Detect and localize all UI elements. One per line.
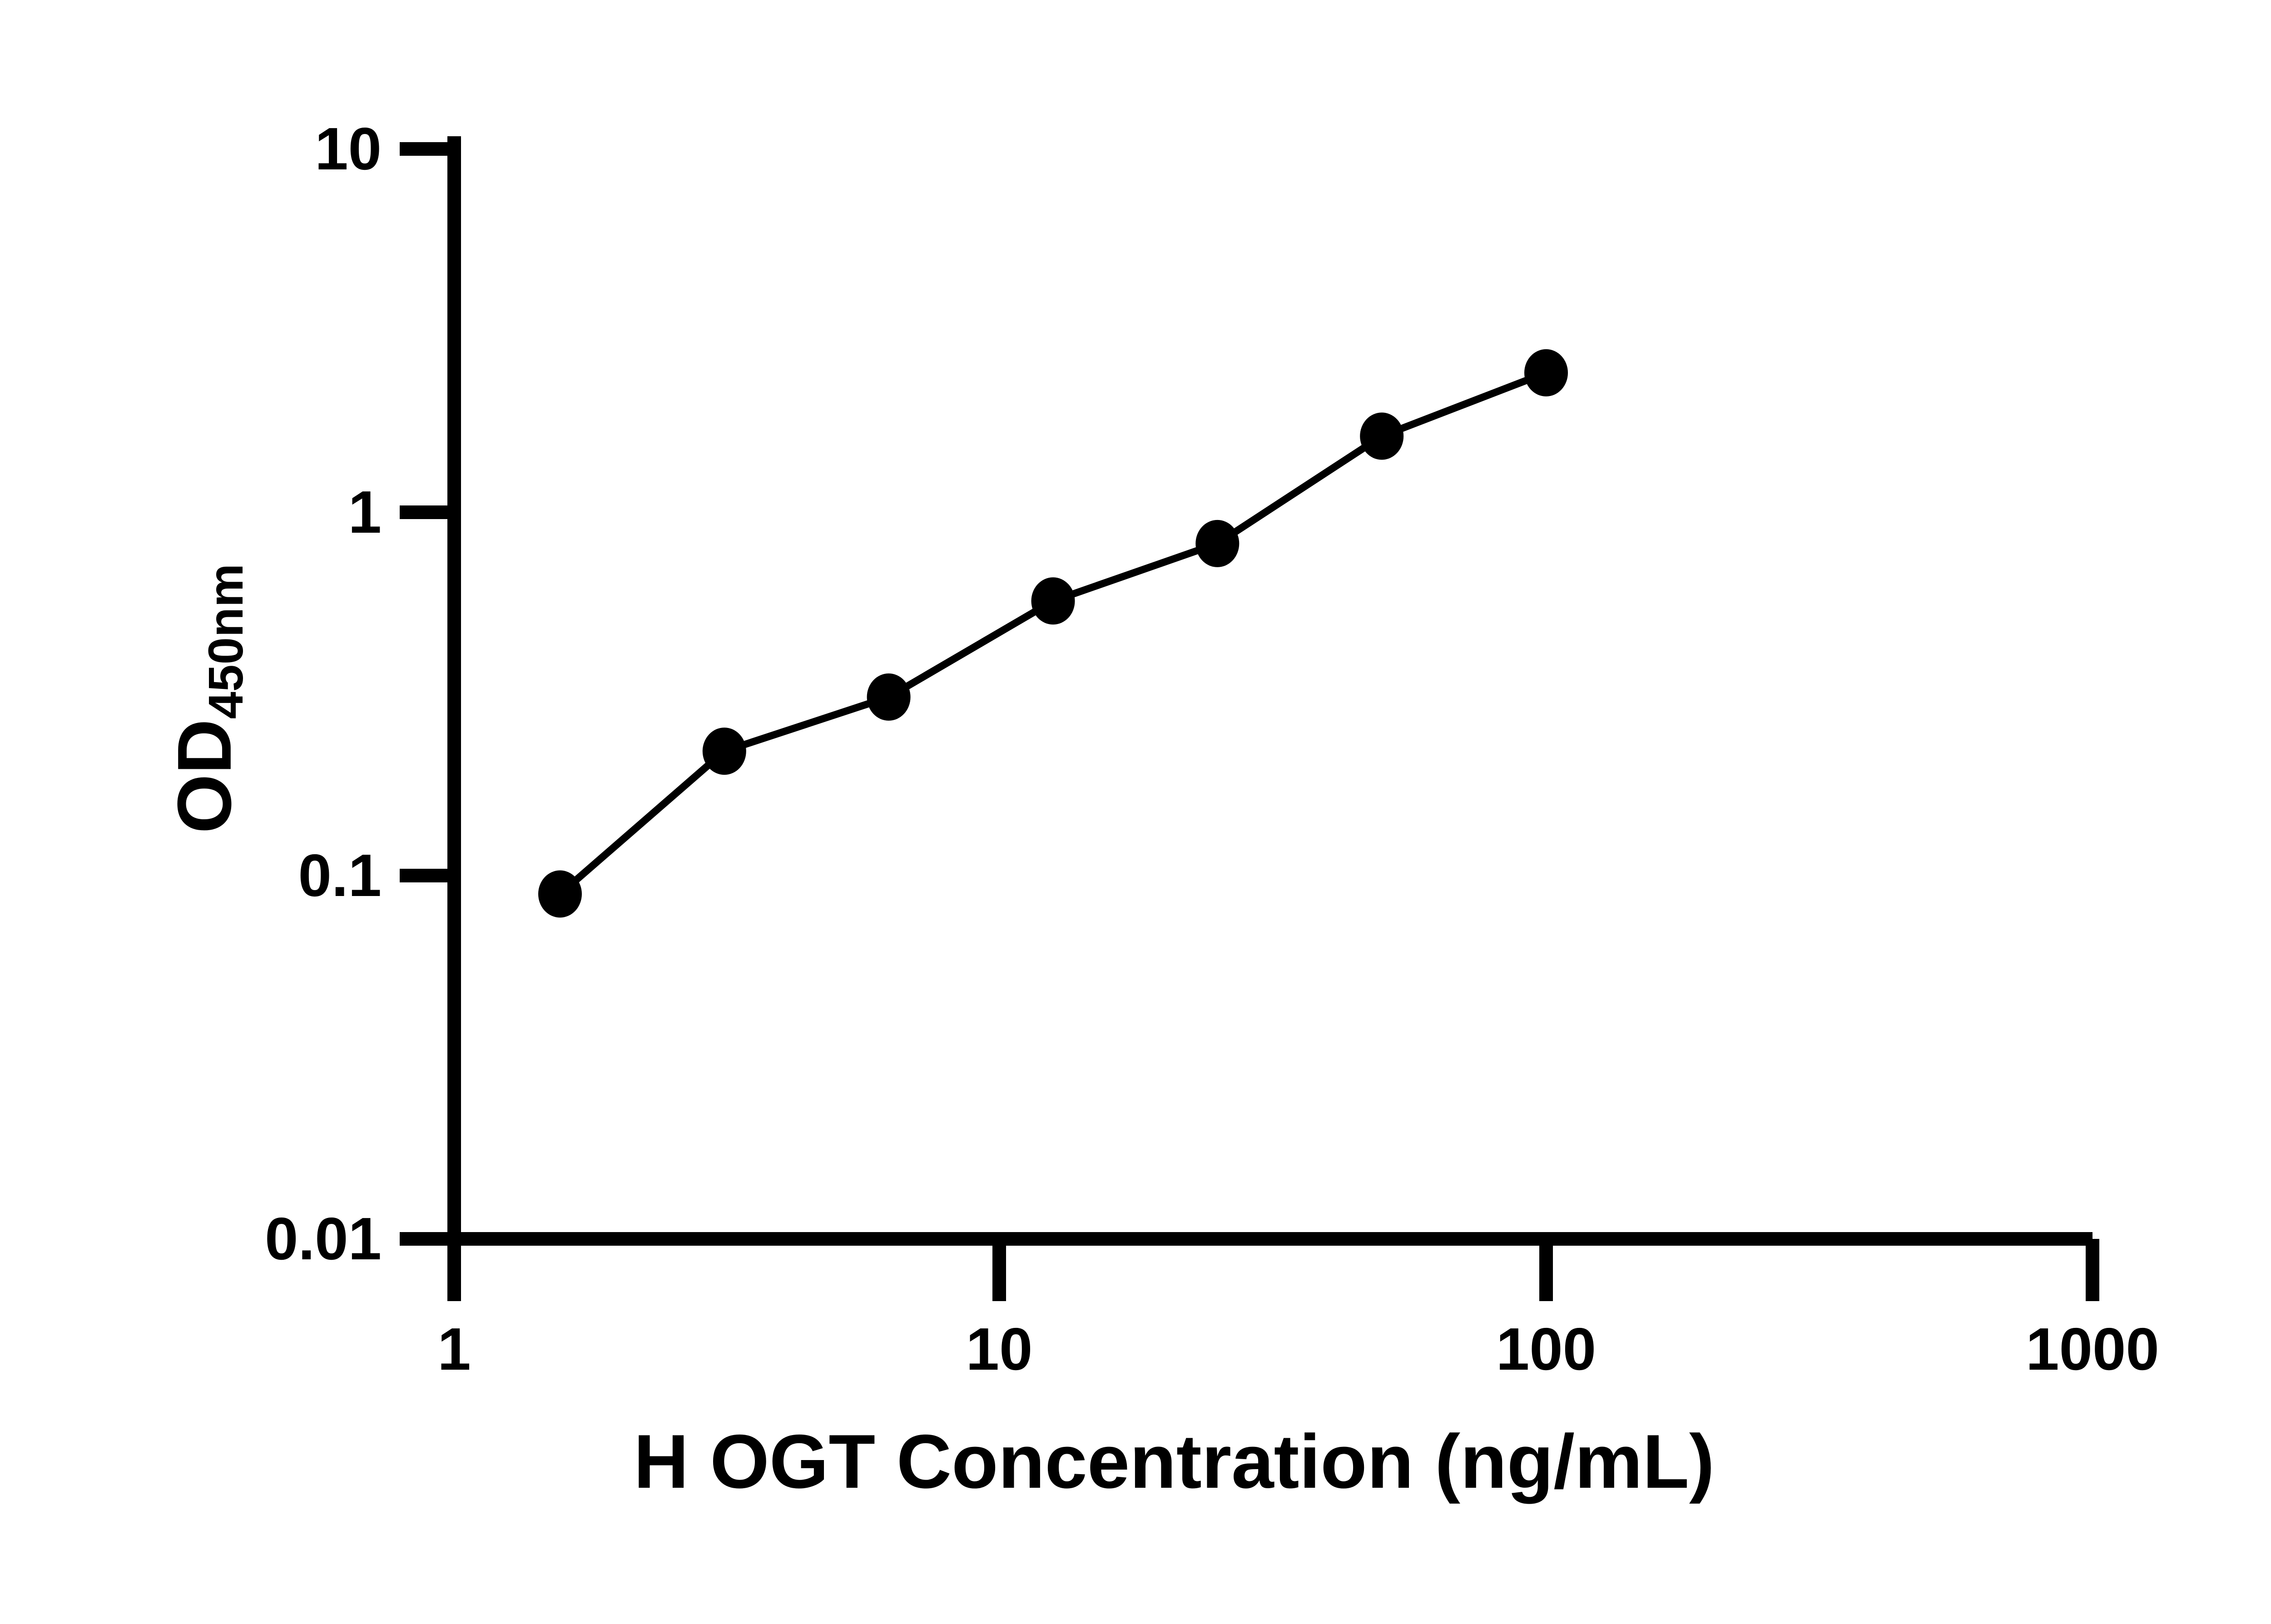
y-tick-label-0-01: 0.01 — [265, 1205, 382, 1272]
data-point-marker — [1360, 412, 1404, 460]
x-tick-label-10: 10 — [966, 1316, 1033, 1382]
y-axis-title: OD450nm — [161, 494, 253, 903]
data-point-marker — [702, 728, 746, 775]
x-axis-title: H OGT Concentration (ng/mL) — [634, 1419, 1715, 1504]
x-tick-label-1000: 1000 — [2026, 1316, 2159, 1382]
y-axis-title-main: OD — [161, 719, 247, 834]
data-point-marker — [1524, 349, 1568, 396]
series-markers — [538, 349, 1568, 918]
y-axis-title-subscript: 450nm — [198, 564, 253, 719]
x-tick-label-100: 100 — [1496, 1316, 1597, 1382]
data-point-marker — [1195, 520, 1240, 567]
y-axis-ticks — [400, 142, 454, 1246]
y-tick-label-1: 1 — [348, 479, 382, 545]
data-point-marker — [1031, 577, 1075, 625]
data-point-marker — [538, 870, 582, 918]
data-point-marker — [867, 673, 911, 721]
y-tick-label-10: 10 — [315, 115, 382, 182]
y-tick-label-0-1: 0.1 — [298, 842, 382, 909]
x-axis-ticks — [447, 1239, 2099, 1301]
x-tick-label-1: 1 — [437, 1316, 471, 1382]
